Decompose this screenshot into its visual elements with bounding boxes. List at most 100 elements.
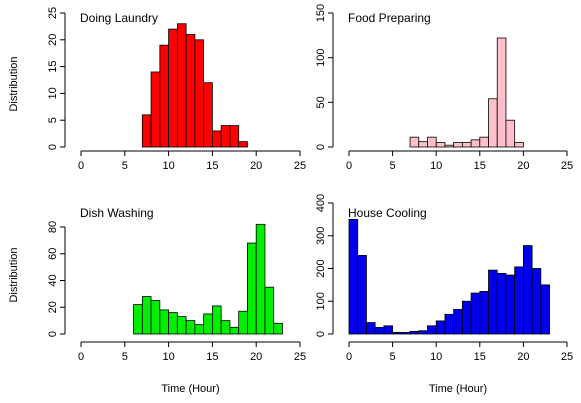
histogram-bar bbox=[176, 316, 187, 335]
histogram-bar bbox=[150, 300, 161, 335]
histogram-bar bbox=[505, 119, 516, 148]
histogram-bar bbox=[418, 141, 428, 148]
y-tick-label: 0 bbox=[315, 144, 327, 150]
y-tick-label: 150 bbox=[315, 4, 327, 22]
histogram-bar bbox=[514, 142, 524, 148]
chart-panel: 0 5 10 15 20 25 0 100 200 300 400 House Cooling Time… bbox=[315, 194, 573, 395]
histogram-bar bbox=[357, 254, 367, 335]
histogram-bar bbox=[229, 125, 240, 148]
histogram-bar bbox=[418, 330, 428, 335]
x-tick-label: 15 bbox=[206, 160, 218, 172]
x-tick-label: 10 bbox=[430, 351, 442, 363]
histogram-bar bbox=[453, 309, 463, 335]
y-tick-label: 80 bbox=[47, 221, 59, 233]
x-tick-label: 20 bbox=[250, 160, 262, 172]
y-tick-label: 20 bbox=[47, 34, 59, 46]
histogram-bar bbox=[229, 326, 240, 335]
histogram-bar bbox=[479, 291, 489, 335]
histogram-bar bbox=[470, 139, 481, 148]
histogram-bar bbox=[159, 44, 169, 148]
histogram-bar bbox=[488, 98, 498, 148]
x-tick-label: 20 bbox=[517, 160, 529, 172]
x-tick-label: 10 bbox=[162, 351, 174, 363]
histogram-bar bbox=[505, 274, 516, 335]
chart-panel: 0 5 10 15 20 25 0 20 40 60 80 Dish Washing Distribut… bbox=[8, 206, 306, 395]
histogram-bar bbox=[409, 136, 420, 148]
histogram-bar bbox=[427, 325, 437, 335]
histogram-bar bbox=[514, 266, 524, 335]
y-tick-label: 15 bbox=[47, 60, 59, 72]
histogram-bar bbox=[238, 141, 248, 148]
x-tick-label: 5 bbox=[390, 160, 396, 172]
panel-title: Doing Laundry bbox=[80, 11, 158, 25]
histogram-bar bbox=[348, 218, 359, 335]
x-tick-label: 20 bbox=[517, 351, 529, 363]
y-axis-title: Distribution bbox=[8, 247, 20, 302]
x-tick-label: 0 bbox=[78, 351, 84, 363]
histogram-bar bbox=[194, 39, 205, 148]
chart-panel: 0 5 10 15 20 25 0 50 100 150 Food Preparing bbox=[315, 4, 573, 172]
y-tick-label: 10 bbox=[47, 87, 59, 99]
histogram-bar bbox=[392, 331, 402, 335]
histogram-bar bbox=[194, 324, 205, 335]
histogram-bar bbox=[435, 142, 446, 148]
histogram-bar bbox=[540, 284, 550, 335]
histogram-bar bbox=[427, 136, 437, 148]
histogram-bar bbox=[461, 142, 472, 148]
histogram-bar bbox=[168, 28, 178, 148]
x-tick-label: 15 bbox=[206, 351, 218, 363]
histogram-bar bbox=[220, 125, 231, 148]
histogram-bar bbox=[238, 310, 248, 335]
x-axis-title: Time (Hour) bbox=[161, 383, 219, 395]
x-tick-label: 10 bbox=[430, 160, 442, 172]
y-tick-label: 25 bbox=[47, 7, 59, 19]
x-tick-label: 20 bbox=[250, 351, 262, 363]
y-tick-label: 100 bbox=[315, 292, 327, 310]
histogram-bar bbox=[531, 268, 542, 335]
y-tick-label: 20 bbox=[47, 301, 59, 313]
histogram-bar bbox=[409, 330, 420, 335]
histogram-bar bbox=[185, 320, 196, 335]
x-tick-label: 10 bbox=[162, 160, 174, 172]
y-tick-label: 300 bbox=[315, 227, 327, 245]
histogram-bar bbox=[264, 286, 275, 335]
histogram-bar bbox=[523, 245, 533, 335]
histogram-bar bbox=[479, 136, 489, 148]
histogram-bar bbox=[435, 320, 446, 335]
x-tick-label: 0 bbox=[346, 160, 352, 172]
x-tick-label: 25 bbox=[294, 160, 306, 172]
y-tick-label: 60 bbox=[47, 248, 59, 260]
y-tick-label: 50 bbox=[315, 96, 327, 108]
x-tick-label: 5 bbox=[122, 160, 128, 172]
x-tick-label: 15 bbox=[474, 160, 486, 172]
histogram-bar bbox=[220, 320, 231, 335]
y-tick-label: 200 bbox=[315, 259, 327, 277]
y-tick-label: 0 bbox=[47, 331, 59, 337]
histogram-bar bbox=[141, 114, 152, 148]
y-tick-label: 400 bbox=[315, 194, 327, 212]
histogram-bar bbox=[496, 37, 507, 148]
histogram-bar bbox=[444, 144, 455, 148]
x-tick-label: 15 bbox=[474, 351, 486, 363]
x-axis-title: Time (Hour) bbox=[429, 383, 487, 395]
histogram-bar bbox=[488, 269, 498, 335]
histogram-bar bbox=[159, 309, 169, 335]
histogram-bar bbox=[185, 34, 196, 148]
histogram-bar bbox=[496, 273, 507, 335]
y-axis-title: Distribution bbox=[8, 56, 20, 111]
histogram-bar bbox=[203, 313, 213, 335]
y-tick-label: 5 bbox=[47, 117, 59, 123]
histogram-bar bbox=[247, 242, 257, 335]
histogram-bar bbox=[150, 71, 161, 148]
y-tick-label: 0 bbox=[47, 144, 59, 150]
histogram-bar bbox=[273, 322, 283, 335]
histogram-bar bbox=[133, 304, 143, 335]
x-tick-label: 25 bbox=[561, 351, 573, 363]
histogram-bar bbox=[176, 23, 187, 148]
histogram-bar bbox=[211, 305, 222, 335]
panel-title: Food Preparing bbox=[348, 11, 431, 25]
histogram-bar bbox=[453, 142, 463, 148]
histogram-bar bbox=[168, 312, 178, 335]
histogram-bar bbox=[444, 313, 455, 335]
